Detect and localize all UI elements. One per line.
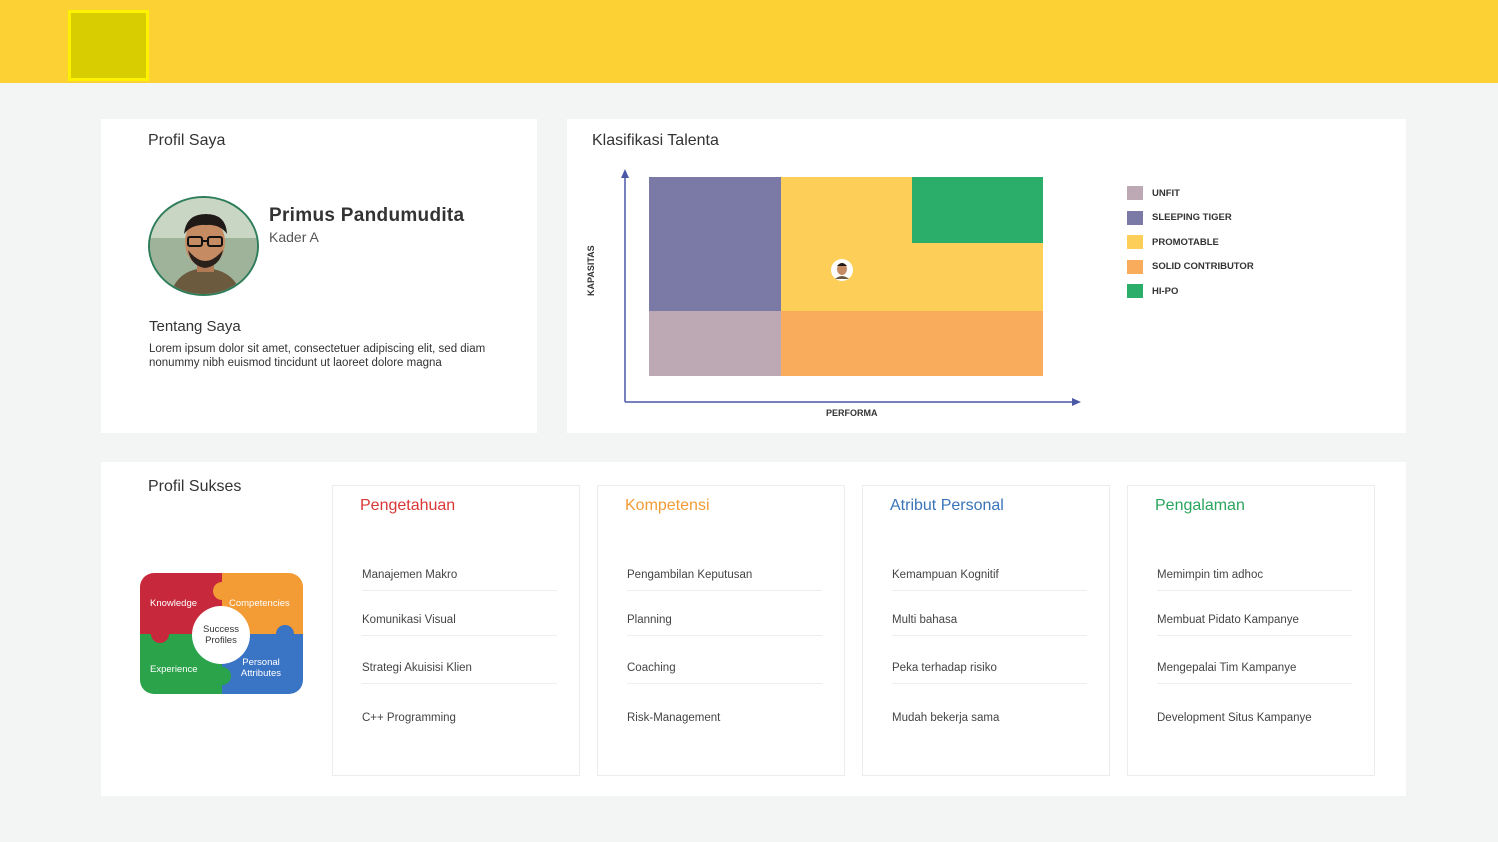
legend-label: SLEEPING TIGER bbox=[1152, 212, 1232, 223]
profile-card-title: Profil Saya bbox=[148, 132, 226, 149]
cell-solid-contributor bbox=[781, 311, 1043, 376]
legend-swatch bbox=[1127, 259, 1143, 274]
success-list-item: Peka terhadap risiko bbox=[892, 662, 1087, 684]
legend-swatch bbox=[1127, 284, 1143, 298]
success-list-item: Pengambilan Keputusan bbox=[627, 569, 822, 591]
legend-item: PROMOTABLE bbox=[1127, 234, 1254, 250]
success-list-item: Memimpin tim adhoc bbox=[1157, 569, 1352, 591]
puzzle-center: Success Profiles bbox=[203, 624, 239, 646]
logo-placeholder[interactable] bbox=[68, 10, 149, 81]
legend-label: PROMOTABLE bbox=[1152, 236, 1219, 248]
x-axis-label: PERFORMA bbox=[826, 408, 878, 418]
success-card: Profil Sukses Knowledge Competencies Exp… bbox=[101, 462, 1406, 796]
legend-item: SOLID CONTRIBUTOR bbox=[1127, 259, 1254, 275]
cell-sleeping-tiger bbox=[649, 177, 781, 311]
success-list-item: Risk-Management bbox=[627, 712, 721, 724]
cell-hi-po bbox=[912, 177, 1043, 243]
success-list-item: Komunikasi Visual bbox=[362, 614, 557, 636]
talent-legend: UNFIT SLEEPING TIGER PROMOTABLE SOLID CONTR… bbox=[1127, 185, 1254, 308]
puzzle-experience: Experience bbox=[150, 664, 198, 675]
success-profiles-puzzle: Knowledge Competencies Experience Person… bbox=[140, 573, 303, 694]
about-text: Lorem ipsum dolor sit amet, consectetuer… bbox=[149, 343, 486, 369]
puzzle-knowledge: Knowledge bbox=[150, 598, 198, 609]
legend-label: HI-PO bbox=[1152, 285, 1179, 297]
about-title: Tentang Saya bbox=[149, 318, 241, 335]
success-list-item: Development Situs Kampanye bbox=[1157, 712, 1312, 724]
success-list-item: Mudah bekerja sama bbox=[892, 712, 1000, 724]
success-list-item: Coaching bbox=[627, 662, 822, 684]
success-list-item: Manajemen Makro bbox=[362, 569, 557, 591]
employee-marker[interactable] bbox=[831, 259, 853, 281]
legend-item: HI-PO bbox=[1127, 283, 1254, 299]
person-name: Primus Pandumudita bbox=[269, 205, 465, 226]
success-column-title: Pengetahuan bbox=[360, 497, 456, 514]
top-bar bbox=[0, 0, 1498, 83]
legend-swatch bbox=[1127, 186, 1143, 200]
success-list-item: Mengepalai Tim Kampanye bbox=[1157, 662, 1352, 684]
avatar[interactable] bbox=[148, 196, 259, 296]
legend-item: SLEEPING TIGER bbox=[1127, 210, 1254, 226]
legend-label: UNFIT bbox=[1152, 187, 1180, 199]
talent-matrix bbox=[621, 169, 1081, 406]
success-list-item: Membuat Pidato Kampanye bbox=[1157, 614, 1352, 636]
legend-swatch bbox=[1127, 210, 1143, 225]
success-column-title: Pengalaman bbox=[1155, 497, 1245, 514]
puzzle-competencies: Competencies bbox=[229, 598, 290, 609]
cell-promotable-right bbox=[912, 243, 1043, 311]
legend-item: UNFIT bbox=[1127, 185, 1254, 201]
success-list-item: Planning bbox=[627, 614, 822, 636]
success-column: Pengalaman Memimpin tim adhoc Membuat Pida… bbox=[1127, 485, 1375, 776]
talent-card-title: Klasifikasi Talenta bbox=[592, 132, 719, 149]
success-list-item: Kemampuan Kognitif bbox=[892, 569, 1087, 591]
success-card-title: Profil Sukses bbox=[148, 478, 242, 495]
cell-unfit bbox=[649, 311, 781, 376]
success-column-title: Atribut Personal bbox=[890, 497, 1004, 514]
success-column-title: Kompetensi bbox=[625, 497, 710, 514]
person-role: Kader A bbox=[269, 229, 319, 245]
legend-swatch bbox=[1127, 235, 1143, 249]
success-column: Kompetensi Pengambilan Keputusan Planning C… bbox=[597, 485, 845, 776]
success-column: Atribut Personal Kemampuan Kognitif Multi … bbox=[862, 485, 1110, 776]
success-column: Pengetahuan Manajemen Makro Komunikasi Vis… bbox=[332, 485, 580, 776]
success-list-item: Multi bahasa bbox=[892, 614, 1087, 636]
success-list-item: Strategi Akuisisi Klien bbox=[362, 662, 557, 684]
talent-card: Klasifikasi Talenta PERFORMA KAPASITAS U… bbox=[567, 119, 1406, 433]
y-axis-label: KAPASITAS bbox=[586, 245, 596, 296]
legend-label: SOLID CONTRIBUTOR bbox=[1152, 261, 1254, 272]
profile-card: Profil Saya Primus Pandumudita Kader A T… bbox=[101, 119, 537, 433]
success-list-item: C++ Programming bbox=[362, 712, 456, 724]
puzzle-personal: Personal Attributes bbox=[240, 657, 282, 679]
cell-promotable-top bbox=[781, 177, 912, 311]
